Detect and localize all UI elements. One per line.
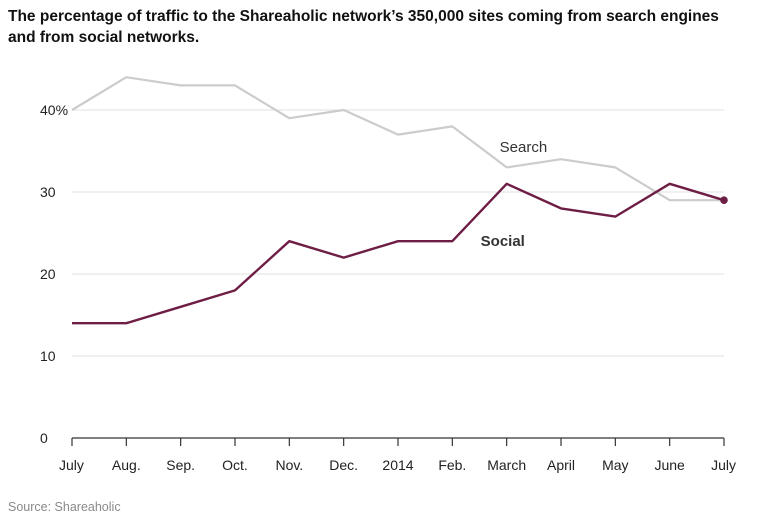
y-tick-label-10: 10 — [40, 348, 56, 364]
x-tick-label-3: Oct. — [222, 457, 248, 473]
y-tick-label-40: 40% — [40, 102, 68, 118]
x-tick-label-9: April — [547, 457, 575, 473]
social-point-12 — [720, 196, 728, 204]
y-tick-label-20: 20 — [40, 266, 56, 282]
social-series-label: Social — [481, 233, 525, 250]
y-tick-label-0: 0 — [40, 430, 48, 446]
search-series-line — [71, 76, 724, 202]
source-note: Source: Shareaholic — [8, 500, 121, 514]
x-tick-label-0: July — [59, 457, 84, 473]
x-tick-label-5: Dec. — [329, 457, 358, 473]
x-tick-label-2: Sep. — [166, 457, 195, 473]
y-axis-labels: 0 10 20 30 40% — [40, 102, 68, 446]
x-tick-label-6: 2014 — [382, 457, 413, 473]
x-tick-label-10: May — [602, 457, 628, 473]
grid-layer — [72, 109, 724, 357]
series-labels: Search Social — [481, 139, 548, 250]
chart-title: The percentage of traffic to the Shareah… — [8, 8, 719, 46]
x-tick-label-8: March — [487, 457, 526, 473]
y-tick-label-30: 30 — [40, 184, 56, 200]
social-series-line — [72, 182, 725, 325]
series-layer — [71, 76, 728, 325]
x-tick-label-4: Nov. — [275, 457, 303, 473]
x-axis: July Aug. Sep. Oct. Nov. Dec. 2014 Feb. March Apr… — [59, 437, 736, 473]
x-tick-label-12: July — [711, 457, 736, 473]
search-series-label: Search — [500, 139, 548, 156]
x-tick-label-7: Feb. — [438, 457, 466, 473]
x-tick-label-1: Aug. — [112, 457, 141, 473]
x-tick-label-11: June — [654, 457, 685, 473]
